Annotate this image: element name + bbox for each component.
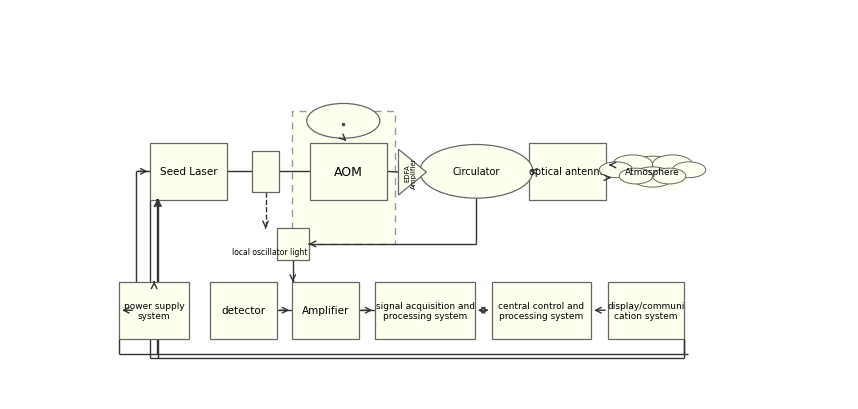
- Circle shape: [599, 162, 632, 178]
- FancyBboxPatch shape: [375, 282, 475, 339]
- FancyBboxPatch shape: [277, 229, 309, 260]
- Circle shape: [673, 162, 705, 178]
- Text: Circulator: Circulator: [453, 167, 500, 177]
- Circle shape: [631, 168, 674, 188]
- FancyBboxPatch shape: [150, 144, 227, 200]
- Polygon shape: [398, 150, 426, 196]
- FancyBboxPatch shape: [292, 112, 396, 244]
- Text: Seed Laser: Seed Laser: [160, 167, 218, 177]
- FancyBboxPatch shape: [529, 144, 606, 200]
- Text: signal acquisition and
processing system: signal acquisition and processing system: [376, 301, 474, 320]
- Circle shape: [653, 155, 692, 174]
- FancyBboxPatch shape: [210, 282, 277, 339]
- Text: local oscillator light: local oscillator light: [233, 248, 308, 257]
- Text: detector: detector: [221, 306, 266, 315]
- FancyBboxPatch shape: [492, 282, 591, 339]
- Circle shape: [420, 145, 533, 199]
- Circle shape: [619, 169, 653, 184]
- Circle shape: [627, 157, 678, 181]
- Text: optical antenna: optical antenna: [529, 167, 606, 177]
- Text: Atmosphere: Atmosphere: [625, 167, 680, 176]
- Text: Amplifier: Amplifier: [302, 306, 349, 315]
- FancyBboxPatch shape: [310, 144, 386, 200]
- Text: display/communi
cation system: display/communi cation system: [607, 301, 685, 320]
- Text: EDFA
Amplifier: EDFA Amplifier: [404, 157, 417, 189]
- Text: power supply
system: power supply system: [124, 301, 184, 320]
- FancyBboxPatch shape: [252, 151, 279, 192]
- Text: central control and
processing system: central control and processing system: [498, 301, 584, 320]
- FancyBboxPatch shape: [119, 282, 189, 339]
- Circle shape: [613, 153, 692, 191]
- Circle shape: [613, 155, 652, 174]
- Text: AOM: AOM: [334, 165, 363, 178]
- FancyBboxPatch shape: [292, 282, 359, 339]
- FancyBboxPatch shape: [608, 282, 685, 339]
- Circle shape: [653, 169, 686, 184]
- Circle shape: [307, 104, 380, 139]
